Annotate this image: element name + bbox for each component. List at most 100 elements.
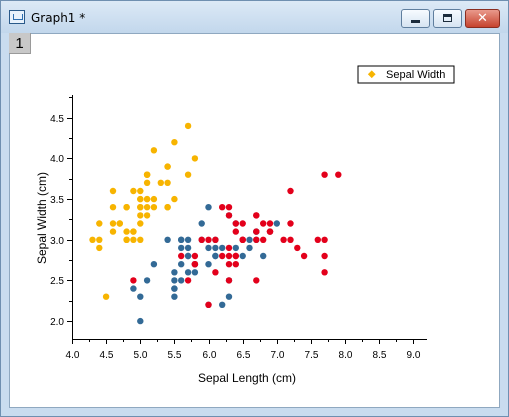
data-point xyxy=(253,212,260,219)
x-tick-label: 5.5 xyxy=(168,350,182,361)
data-point xyxy=(171,139,178,146)
data-point xyxy=(239,220,246,227)
data-point xyxy=(137,195,144,203)
data-point xyxy=(253,236,260,243)
data-point xyxy=(205,204,212,211)
y-tick-label: 3.5 xyxy=(50,195,64,206)
data-point xyxy=(137,220,144,227)
data-point xyxy=(321,171,328,178)
y-axis-label: Sepal Width (cm) xyxy=(35,172,49,264)
data-point xyxy=(266,220,274,227)
data-point xyxy=(150,261,158,268)
data-point xyxy=(171,293,178,300)
data-point xyxy=(130,228,137,235)
legend[interactable]: Sepal Width xyxy=(357,65,455,84)
layer-tab[interactable]: 1 xyxy=(9,33,31,54)
data-point xyxy=(300,252,308,260)
data-point xyxy=(191,155,199,162)
data-point xyxy=(184,252,192,260)
data-point xyxy=(225,244,233,252)
data-point xyxy=(102,293,110,300)
data-point xyxy=(232,252,239,260)
data-point xyxy=(178,252,185,260)
data-point xyxy=(321,269,328,276)
data-point xyxy=(191,252,199,260)
data-point xyxy=(109,228,117,235)
data-point xyxy=(96,236,103,243)
data-point xyxy=(178,261,185,268)
series-0 xyxy=(89,122,199,300)
data-point xyxy=(157,179,164,186)
x-tick-label: 7.0 xyxy=(271,350,285,361)
data-point xyxy=(116,220,124,227)
data-point xyxy=(205,236,212,243)
data-point xyxy=(232,261,239,268)
data-point xyxy=(280,236,287,243)
data-point xyxy=(314,236,321,243)
y-tick-label: 2.5 xyxy=(50,276,64,287)
x-tick-label: 9.0 xyxy=(407,350,421,361)
data-point xyxy=(123,204,130,211)
data-point xyxy=(178,236,185,243)
data-point xyxy=(130,187,137,195)
x-tick-label: 4.0 xyxy=(66,350,80,361)
data-point xyxy=(184,122,192,130)
title-bar[interactable]: Graph1 * ✕ xyxy=(1,1,508,33)
data-point xyxy=(171,269,178,276)
close-icon: ✕ xyxy=(477,11,488,26)
data-point xyxy=(260,220,267,227)
data-point xyxy=(143,195,151,203)
data-point xyxy=(266,228,274,235)
window-title: Graph1 * xyxy=(31,11,86,25)
data-point xyxy=(253,228,260,235)
data-point xyxy=(225,293,233,300)
y-tick-label: 4.0 xyxy=(50,154,64,165)
data-point xyxy=(321,236,328,243)
data-point xyxy=(246,236,253,243)
data-point xyxy=(171,285,178,292)
data-point xyxy=(260,236,267,243)
data-point xyxy=(246,244,253,252)
data-point xyxy=(171,195,178,203)
x-tick-label: 7.5 xyxy=(305,350,319,361)
y-tick-label: 4.5 xyxy=(50,114,64,125)
data-point xyxy=(178,244,185,252)
data-point xyxy=(219,252,226,260)
data-point xyxy=(321,252,328,260)
data-point xyxy=(205,301,212,308)
maximize-button[interactable] xyxy=(433,9,462,28)
x-tick-label: 8.5 xyxy=(373,350,387,361)
data-point xyxy=(287,187,294,195)
minimize-button[interactable] xyxy=(401,9,430,28)
data-point xyxy=(191,269,199,276)
data-point xyxy=(178,277,185,284)
y-tick-label: 3.0 xyxy=(50,236,64,247)
x-tick-label: 8.0 xyxy=(339,350,353,361)
data-point xyxy=(150,147,158,154)
data-point xyxy=(219,301,226,308)
data-point xyxy=(130,285,137,292)
data-point xyxy=(137,317,144,325)
data-point xyxy=(164,236,171,243)
graph-page[interactable] xyxy=(9,33,500,408)
data-point xyxy=(225,277,233,284)
data-point xyxy=(198,220,205,227)
data-point xyxy=(219,244,226,252)
data-point xyxy=(123,228,130,235)
series-1 xyxy=(130,204,280,325)
data-point xyxy=(205,261,212,268)
data-point xyxy=(123,236,130,243)
data-point xyxy=(137,236,144,243)
y-tick-label: 2.0 xyxy=(50,317,64,328)
data-point xyxy=(239,252,246,260)
origin-graph-icon[interactable] xyxy=(9,10,25,24)
legend-box xyxy=(357,65,455,84)
close-button[interactable]: ✕ xyxy=(465,9,500,28)
data-point xyxy=(205,244,212,252)
data-point xyxy=(232,244,239,252)
data-point xyxy=(335,171,342,178)
data-point xyxy=(109,187,117,195)
data-point xyxy=(225,261,233,268)
data-point xyxy=(260,252,267,260)
